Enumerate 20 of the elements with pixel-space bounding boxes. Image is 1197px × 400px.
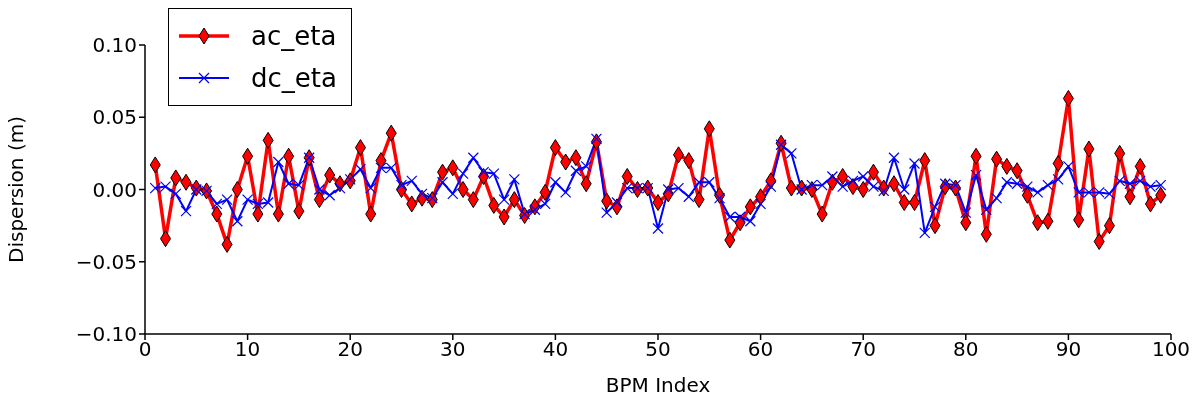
y-tick-label: −0.10 [75,322,137,347]
x-axis-title: BPM Index [605,373,711,397]
y-axis-title: Dispersion (m) [4,116,29,263]
x-tick-label: 80 [953,337,979,362]
x-tick-label: 50 [645,337,671,362]
y-tick-label: −0.05 [75,249,137,274]
x-tick-label: 60 [747,337,774,362]
y-tick-label: 0.05 [92,105,137,130]
x-tick-label: 30 [440,337,466,362]
legend-label: ac_eta [251,21,337,51]
x-tick-label: 10 [234,337,261,362]
y-tick-label: 0.10 [92,33,137,58]
x-tick-label: 100 [1151,337,1191,362]
x-tick-label: 0 [138,337,152,362]
legend-label: dc_eta [251,63,337,93]
x-tick-label: 20 [337,337,363,362]
x-tick-label: 70 [850,337,876,362]
x-tick-label: 40 [542,337,569,362]
x-tick-label: 90 [1055,337,1082,362]
y-tick-label: 0.00 [92,177,137,202]
